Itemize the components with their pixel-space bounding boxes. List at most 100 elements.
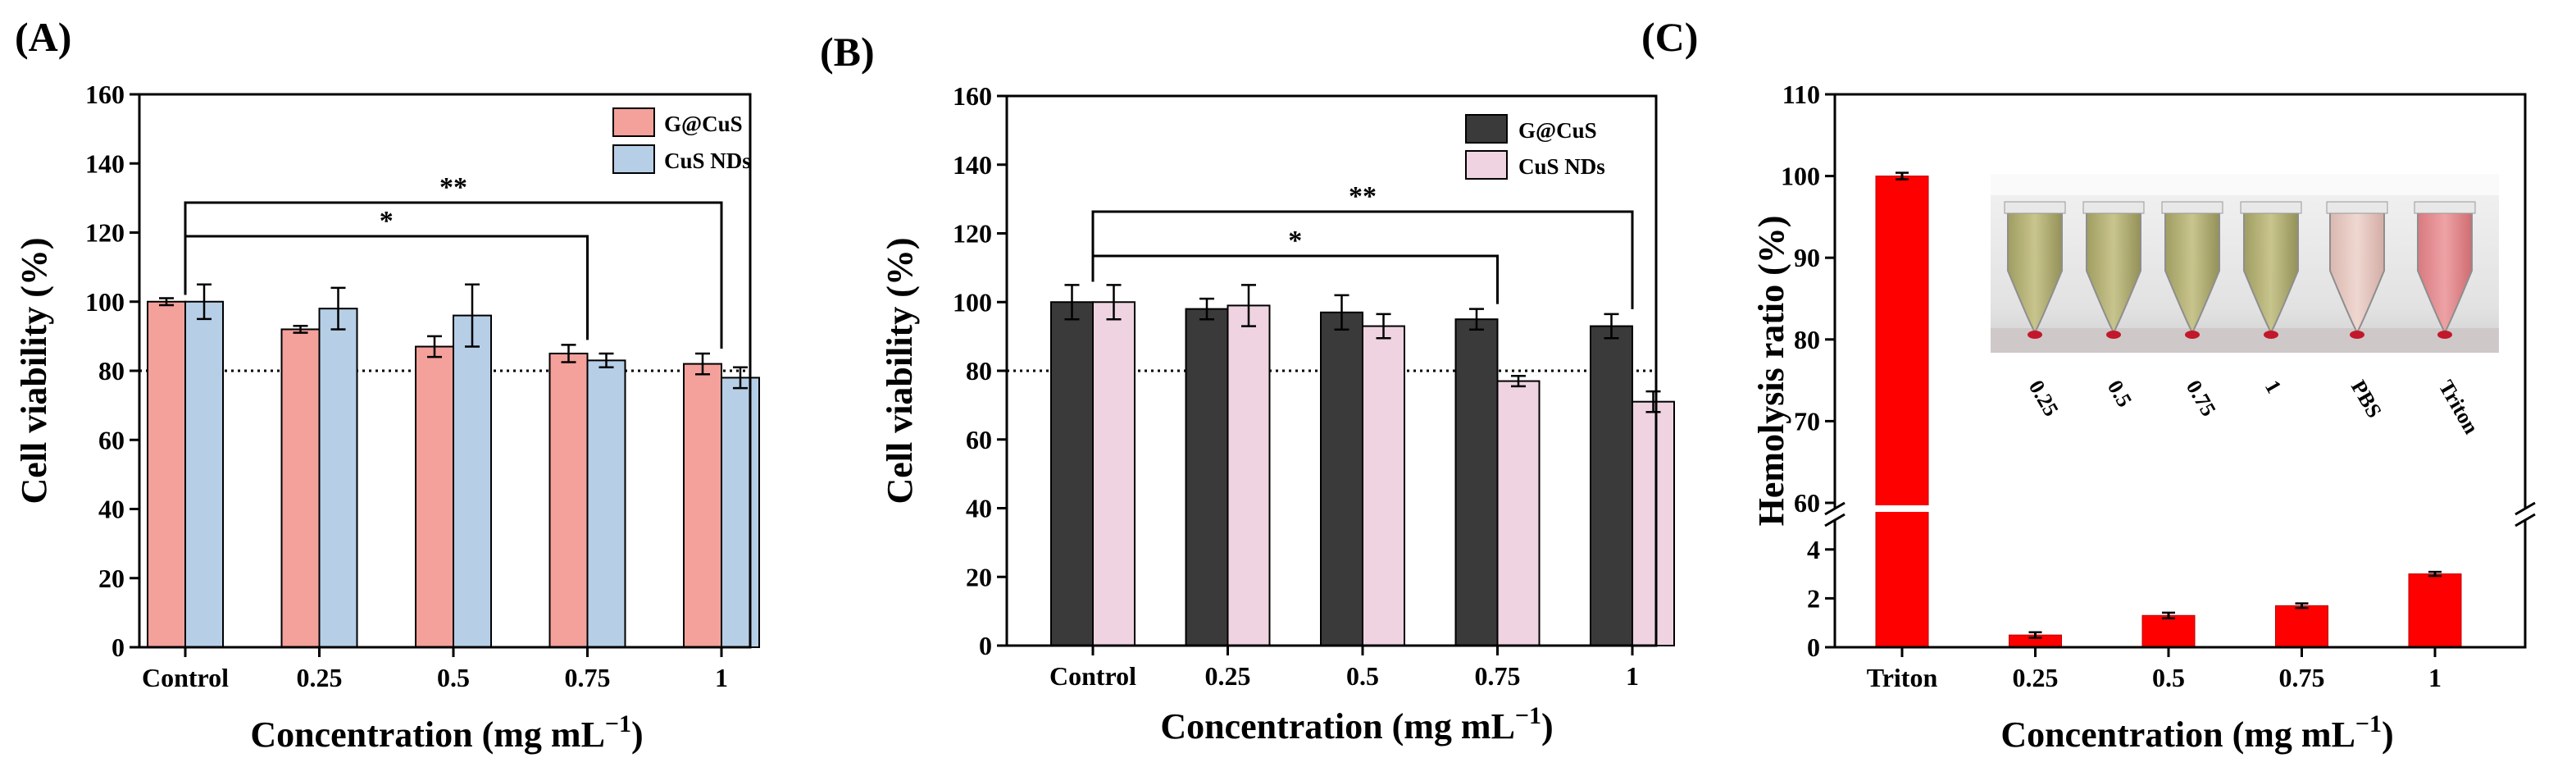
bar-gcus-0.75 <box>1454 318 1499 646</box>
bar-gcus-0.75 <box>548 352 589 648</box>
x-tick-label: 0.5 <box>437 663 470 692</box>
legend-swatch-g-cus <box>612 107 655 137</box>
significance-bracket <box>1091 254 1499 304</box>
x-tick-label: Triton <box>1867 663 1938 692</box>
axis-break-mark <box>2515 501 2536 516</box>
rbc-pellet <box>2106 331 2121 339</box>
legend-swatch-cus-nds <box>612 144 655 174</box>
y-tick-label: 2 <box>1807 583 1820 613</box>
y-tick-label: 60 <box>98 425 125 454</box>
y-tick-label: 0 <box>1807 632 1820 662</box>
legend-label-g-cus: G@CuS <box>1518 118 1597 143</box>
significance-bracket <box>184 201 723 349</box>
y-tick-label: 100 <box>1781 162 1820 191</box>
y-tick-label: 120 <box>85 218 125 248</box>
y-tick-label: 90 <box>1794 243 1820 272</box>
x-axis-label-c: Concentration (mg mL−1) <box>2000 710 2393 755</box>
tube-label: 1 <box>2260 377 2287 398</box>
x-tick-label: 0.25 <box>1205 661 1251 691</box>
bar-cusnds-0.5 <box>453 314 492 648</box>
axis-break-mark <box>1824 501 1846 516</box>
y-axis-label-a: Cell viability (%) <box>14 237 54 504</box>
x-tick-label: 0.5 <box>2152 663 2185 692</box>
x-tick-label: 0.25 <box>297 663 343 692</box>
x-tick-label: 0.25 <box>2013 663 2059 692</box>
bar-break-gap <box>1874 505 1930 512</box>
significance-bracket <box>1091 210 1634 309</box>
rbc-pellet <box>2264 331 2278 339</box>
y-tick-label: 140 <box>953 150 992 180</box>
x-axis-label-b: Concentration (mg mL−1) <box>1160 702 1553 746</box>
legend-label-cus-nds: CuS NDs <box>664 148 751 173</box>
y-tick-label: 60 <box>1794 488 1820 518</box>
bar-gcus-Control <box>147 300 186 648</box>
panel-c-label: (C) <box>1641 14 1698 60</box>
legend-label-g-cus: G@CuS <box>664 112 743 136</box>
panel-b-label: (B) <box>820 29 875 75</box>
tube-rim <box>2082 201 2145 214</box>
bar-cusnds-0.25 <box>318 308 358 648</box>
legend-swatch-g-cus <box>1465 114 1508 144</box>
x-tick-label: 0.75 <box>1475 661 1521 691</box>
tube-label: PBS <box>2346 377 2387 422</box>
x-tick-label: 1 <box>1626 661 1639 691</box>
rbc-pellet <box>2350 331 2364 339</box>
rbc-pellet <box>2028 331 2042 339</box>
rbc-pellet <box>2185 331 2200 339</box>
legend-b: G@CuS CuS NDs <box>1465 114 1605 180</box>
tube-label: 0.25 <box>2024 377 2064 421</box>
y-tick-label: 20 <box>98 564 125 593</box>
axis-break-mark <box>1824 513 1846 527</box>
tube-rim <box>2004 201 2066 214</box>
x-tick-label: 0.5 <box>1346 661 1379 691</box>
y-tick-label: 160 <box>85 80 125 109</box>
tube-rim <box>2414 201 2476 214</box>
bar-hemolysis-1 <box>2408 573 2462 648</box>
x-tick-label: 1 <box>2428 663 2442 692</box>
y-tick-label: 140 <box>85 148 125 178</box>
y-tick-label: 60 <box>966 425 992 454</box>
bar-gcus-0.25 <box>1185 308 1229 646</box>
tube-rim <box>2240 201 2302 214</box>
tube-label: Triton <box>2434 377 2484 439</box>
bar-hemolysis-Triton <box>1875 176 1929 648</box>
bar-cusnds-0.5 <box>1362 325 1405 646</box>
tube-rim <box>2161 201 2223 214</box>
significance-marker: ** <box>1349 181 1377 212</box>
plot-c-frame <box>1833 93 2527 649</box>
bar-cusnds-1 <box>1632 400 1675 646</box>
significance-marker: ** <box>439 172 467 203</box>
photo-rack <box>1991 174 2499 195</box>
x-tick-label: 1 <box>715 663 728 692</box>
bar-gcus-0.5 <box>415 345 454 648</box>
y-tick-label: 100 <box>85 287 125 317</box>
y-tick-label: 80 <box>98 356 125 386</box>
x-tick-label: 0.75 <box>565 663 611 692</box>
y-tick-label: 0 <box>979 631 992 660</box>
significance-marker: * <box>1288 226 1302 256</box>
bar-gcus-1 <box>683 363 722 648</box>
y-tick-label: 4 <box>1807 535 1820 564</box>
bar-hemolysis-0.75 <box>2275 605 2328 648</box>
bar-cusnds-1 <box>721 377 760 648</box>
bar-cusnds-Control <box>1092 301 1136 646</box>
legend-a: G@CuS CuS NDs <box>612 107 751 174</box>
bar-gcus-Control <box>1050 301 1094 646</box>
hemolysis-tube-photo <box>1991 174 2499 353</box>
y-tick-label: 80 <box>966 356 992 386</box>
tube-label: 0.5 <box>2103 377 2137 412</box>
legend-label-cus-nds: CuS NDs <box>1518 154 1605 179</box>
bar-cusnds-Control <box>184 300 224 648</box>
x-axis-label-a: Concentration (mg mL−1) <box>250 710 643 755</box>
y-tick-label: 70 <box>1794 406 1820 436</box>
axis-break-mark <box>2515 513 2536 527</box>
bar-cusnds-0.25 <box>1227 304 1271 646</box>
tube-rim <box>2326 201 2388 214</box>
y-axis-label-b: Cell viability (%) <box>880 237 920 504</box>
x-tick-label: Control <box>142 663 229 692</box>
tube-label: 0.75 <box>2182 377 2221 421</box>
